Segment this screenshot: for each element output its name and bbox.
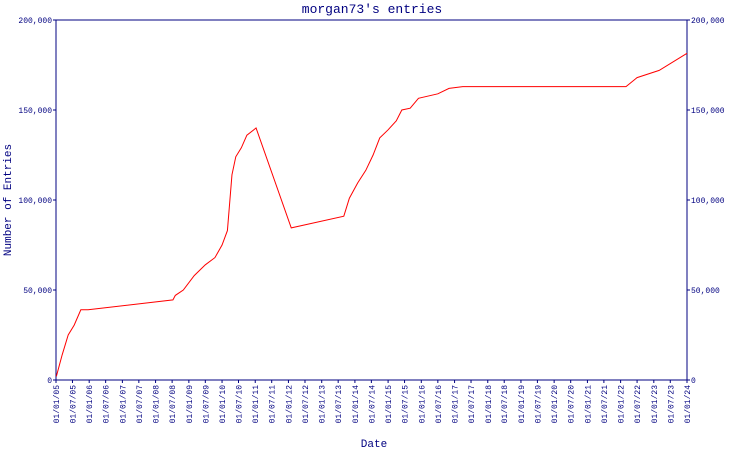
data-line bbox=[55, 52, 688, 377]
x-tick-label: 01/07/07 bbox=[136, 385, 145, 424]
x-tick-label: 01/01/10 bbox=[219, 385, 228, 424]
y2-tick-label: 150,000 bbox=[691, 107, 725, 116]
x-tick-label: 01/07/11 bbox=[269, 385, 278, 424]
y-tick-label: 0 bbox=[47, 377, 52, 386]
x-tick-label: 01/07/15 bbox=[402, 385, 411, 424]
x-tick-label: 01/01/18 bbox=[485, 385, 494, 424]
x-tick-label: 01/07/21 bbox=[601, 385, 610, 424]
x-tick-label: 01/01/09 bbox=[186, 385, 195, 424]
x-tick-label: 01/01/17 bbox=[452, 385, 461, 424]
y2-tick-label: 100,000 bbox=[691, 197, 725, 206]
y-axis-label: Number of Entries bbox=[3, 144, 15, 256]
x-tick-label: 01/07/09 bbox=[202, 385, 211, 424]
x-tick-label: 01/07/08 bbox=[169, 385, 178, 424]
y-tick-label: 150,000 bbox=[18, 107, 52, 116]
x-tick-label: 01/07/10 bbox=[236, 385, 245, 424]
x-tick-label: 01/01/15 bbox=[385, 385, 394, 424]
x-tick-label: 01/01/20 bbox=[551, 385, 560, 424]
x-tick-label: 01/01/16 bbox=[418, 385, 427, 424]
x-tick-label: 01/01/07 bbox=[119, 385, 128, 424]
x-tick-label: 01/01/19 bbox=[518, 385, 527, 424]
y2-tick-label: 50,000 bbox=[691, 287, 720, 296]
x-tick-label: 01/01/06 bbox=[86, 385, 95, 424]
chart-title: morgan73's entries bbox=[302, 2, 442, 17]
y-tick-label: 50,000 bbox=[23, 287, 52, 296]
x-tick-label: 01/07/05 bbox=[69, 385, 78, 424]
x-tick-label: 01/07/12 bbox=[302, 385, 311, 424]
x-tick-label: 01/07/16 bbox=[435, 385, 444, 424]
x-tick-label: 01/07/19 bbox=[534, 385, 543, 424]
x-tick-label: 01/07/06 bbox=[103, 385, 112, 424]
x-tick-label: 01/07/23 bbox=[667, 385, 676, 424]
x-tick-label: 01/07/17 bbox=[468, 385, 477, 424]
y-tick-label: 200,000 bbox=[18, 17, 52, 26]
x-tick-label: 01/01/24 bbox=[684, 385, 693, 424]
x-tick-label: 01/01/12 bbox=[285, 385, 294, 424]
x-tick-label: 01/07/22 bbox=[634, 385, 643, 424]
x-tick-label: 01/01/14 bbox=[352, 385, 361, 424]
x-axis-label: Date bbox=[361, 439, 387, 450]
x-tick-label: 01/01/05 bbox=[53, 385, 62, 424]
x-tick-label: 01/07/14 bbox=[368, 385, 377, 424]
x-tick-label: 01/07/13 bbox=[335, 385, 344, 424]
plot-frame bbox=[55, 19, 688, 381]
y-tick-label: 100,000 bbox=[18, 197, 52, 206]
x-tick-label: 01/01/21 bbox=[584, 385, 593, 424]
y2-tick-label: 0 bbox=[691, 377, 696, 386]
y2-tick-label: 200,000 bbox=[691, 17, 725, 26]
x-tick-label: 01/01/22 bbox=[618, 385, 627, 424]
x-tick-label: 01/07/20 bbox=[568, 385, 577, 424]
x-tick-label: 01/01/23 bbox=[651, 385, 660, 424]
x-tick-label: 01/01/13 bbox=[319, 385, 328, 424]
x-tick-label: 01/01/08 bbox=[153, 385, 162, 424]
x-tick-label: 01/07/18 bbox=[501, 385, 510, 424]
x-tick-label: 01/01/11 bbox=[252, 385, 261, 424]
